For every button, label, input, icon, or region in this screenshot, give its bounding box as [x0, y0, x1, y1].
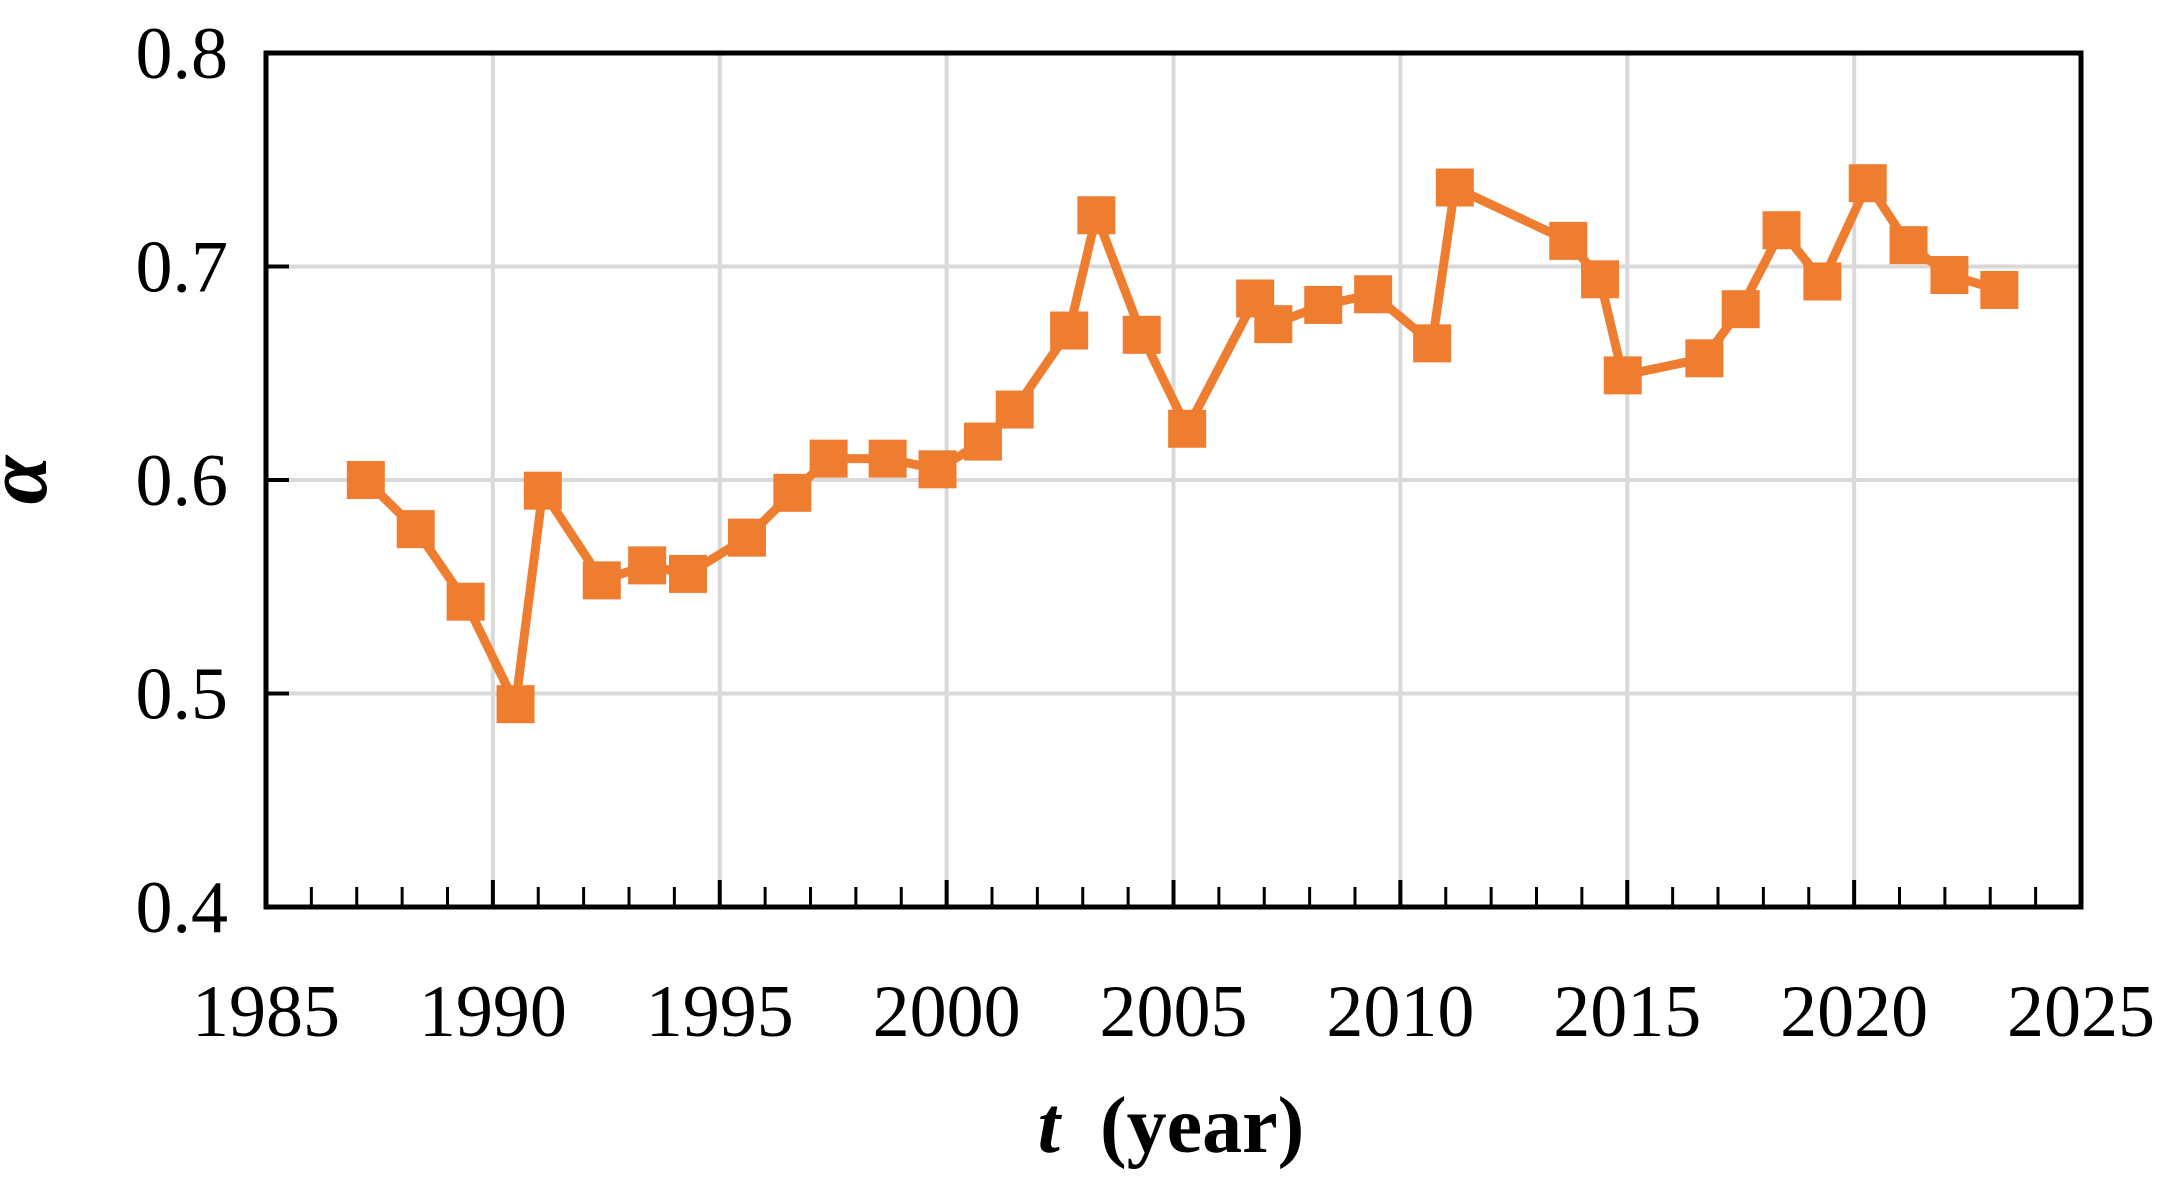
x-tick-label-layer: 1985 1990 1995 2000 2005 2010 2015 2020 2025 — [192, 971, 2155, 1053]
data-point-marker — [1889, 226, 1928, 265]
data-point-marker — [1122, 315, 1161, 354]
data-point-marker — [868, 439, 907, 478]
data-point-marker — [1930, 256, 1969, 295]
x-axis-title: t (year) — [1038, 1082, 1305, 1170]
x-tick-label: 2000 — [873, 971, 1021, 1053]
y-tick-label-layer: 0.4 0.5 0.6 0.7 0.8 — [136, 13, 229, 949]
y-tick-label: 0.7 — [136, 227, 229, 309]
data-point-marker — [1254, 305, 1293, 344]
data-point-marker — [1581, 260, 1620, 299]
data-point-marker — [582, 561, 621, 600]
data-point-marker — [1354, 275, 1393, 314]
x-axis-title-variable: t — [1038, 1082, 1063, 1170]
data-point-marker — [446, 582, 485, 621]
x-tick-label: 2025 — [2007, 971, 2155, 1053]
data-point-marker — [668, 554, 707, 593]
x-axis-title-unit: (year) — [1100, 1082, 1304, 1170]
data-point-marker — [1168, 409, 1207, 448]
data-point-marker — [727, 518, 766, 557]
y-tick-label: 0.8 — [136, 13, 229, 95]
data-point-marker — [1803, 262, 1842, 301]
y-axis-title: α — [0, 454, 66, 504]
data-point-marker — [1050, 311, 1089, 350]
data-point-marker — [396, 510, 435, 549]
y-tick-label: 0.4 — [136, 867, 229, 949]
data-point-marker — [1077, 196, 1116, 235]
x-tick-label: 2005 — [1100, 971, 1248, 1053]
data-point-marker — [1980, 270, 2019, 309]
x-tick-label: 2010 — [1326, 971, 1474, 1053]
data-point-marker — [809, 439, 848, 478]
data-point-marker — [995, 390, 1034, 429]
data-point-marker — [1304, 285, 1343, 324]
data-point-marker — [773, 473, 812, 512]
data-point-marker — [1762, 211, 1801, 250]
data-point-marker — [1603, 356, 1642, 395]
y-tick-label: 0.6 — [136, 440, 229, 522]
data-series-layer — [346, 164, 2019, 724]
y-tick-label: 0.5 — [136, 654, 229, 736]
data-point-marker — [346, 461, 385, 499]
data-point-marker — [523, 471, 562, 510]
x-tick-label: 2020 — [1780, 971, 1928, 1053]
data-point-marker — [496, 685, 535, 724]
x-tick-label: 1990 — [419, 971, 567, 1053]
plot-border — [263, 50, 2084, 910]
data-point-marker — [628, 546, 667, 585]
data-point-marker — [1549, 221, 1588, 260]
x-tick-label: 1995 — [646, 971, 794, 1053]
y-axis-title-text: α — [0, 454, 66, 504]
data-point-marker — [963, 422, 1002, 461]
data-point-marker — [1848, 164, 1887, 203]
data-point-marker — [1413, 324, 1452, 363]
data-point-marker — [1435, 168, 1474, 207]
data-point-marker — [1685, 339, 1724, 378]
x-tick-label: 1985 — [192, 971, 340, 1053]
x-tick-label: 2015 — [1553, 971, 1701, 1053]
data-point-marker — [918, 450, 957, 489]
data-point-marker — [1721, 290, 1760, 329]
